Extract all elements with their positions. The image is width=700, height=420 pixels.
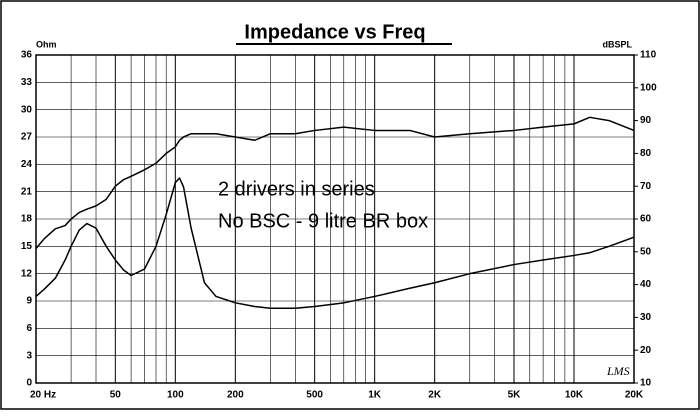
y2-tick-label: 90 (640, 115, 652, 126)
y-tick-label: 18 (21, 214, 33, 225)
x-tick-label: 5K (508, 390, 522, 401)
y-tick-label: 15 (21, 241, 33, 252)
y2-axis-label: dBSPL (602, 39, 632, 49)
series-line (35, 177, 635, 310)
chart-title: Impedance vs Freq (244, 21, 425, 43)
y2-tick-label: 40 (640, 279, 652, 290)
logo: LMS (606, 364, 630, 378)
y-axis-label: Ohm (36, 39, 57, 49)
x-tick-label: 200 (227, 390, 244, 401)
y-tick-label: 36 (21, 50, 33, 61)
annotation: 2 drivers in series (218, 178, 375, 200)
y2-tick-label: 70 (640, 181, 652, 192)
series-line (35, 116, 635, 250)
y-tick-label: 21 (21, 186, 33, 197)
y-tick-label: 12 (21, 268, 33, 279)
y2-tick-label: 30 (640, 312, 652, 323)
x-tick-label: 20K (625, 390, 644, 401)
x-tick-label: 100 (167, 390, 184, 401)
y-tick-label: 9 (26, 296, 32, 307)
y-tick-label: 0 (26, 378, 32, 389)
x-tick-label: 1K (368, 390, 382, 401)
y2-tick-label: 10 (640, 378, 652, 389)
x-tick-label: 10K (565, 390, 584, 401)
x-tick-label: 500 (306, 390, 323, 401)
y-tick-label: 6 (26, 323, 32, 334)
y2-tick-label: 20 (640, 345, 652, 356)
y2-tick-label: 110 (640, 50, 657, 61)
y2-tick-label: 50 (640, 246, 652, 257)
y2-tick-label: 80 (640, 148, 652, 159)
y2-tick-label: 60 (640, 214, 652, 225)
y-tick-label: 27 (21, 132, 33, 143)
x-tick-label: 20 Hz (30, 390, 56, 401)
annotation: No BSC - 9 litre BR box (218, 210, 428, 232)
x-tick-label: 50 (110, 390, 122, 401)
y-tick-label: 3 (26, 350, 32, 361)
y-tick-label: 30 (21, 104, 33, 115)
x-tick-label: 2K (428, 390, 442, 401)
y2-tick-label: 100 (640, 82, 657, 93)
y-tick-label: 33 (21, 77, 33, 88)
y-tick-label: 24 (21, 159, 33, 170)
frame (0, 0, 700, 410)
